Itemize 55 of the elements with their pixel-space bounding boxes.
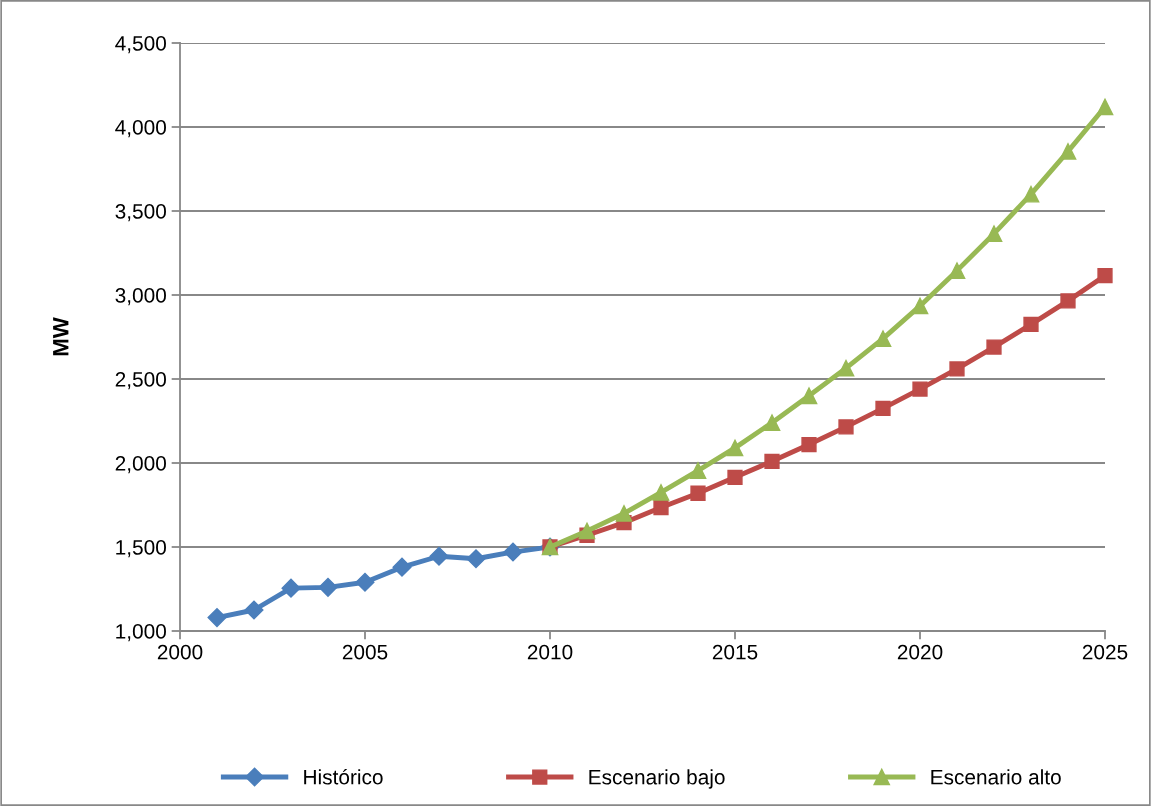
point [466, 549, 486, 569]
y-tick-label: 3,000 [115, 288, 166, 306]
x-tick-label: 2015 [712, 644, 758, 660]
legend-label: Escenario bajo [589, 769, 725, 789]
x-tick-label: 2010 [527, 644, 573, 660]
point [726, 439, 744, 457]
y-tick-label: 1,500 [116, 540, 166, 558]
point [281, 578, 301, 598]
point [1022, 185, 1040, 203]
point [690, 485, 706, 501]
x-tick-label: 2005 [342, 644, 388, 660]
point [912, 381, 928, 397]
point [1096, 98, 1114, 116]
point [429, 546, 449, 566]
x-tick-label: 2020 [897, 644, 943, 660]
point [652, 484, 670, 501]
legend-label: Escenario alto [931, 769, 1061, 785]
point [1023, 316, 1039, 333]
y-tick-label: 2,500 [115, 372, 166, 390]
point [578, 522, 596, 540]
point [837, 359, 855, 377]
point [392, 557, 412, 577]
point [1060, 293, 1076, 309]
y-axis-title: MW [53, 317, 69, 356]
point [764, 453, 780, 469]
y-tick-label: 3,500 [115, 204, 166, 222]
y-tick-label: 1,000 [116, 624, 166, 642]
point [1097, 268, 1113, 284]
point [727, 469, 743, 485]
point [985, 225, 1003, 243]
point [653, 499, 669, 516]
point [800, 387, 818, 405]
point [689, 462, 707, 479]
point [244, 600, 264, 620]
point [503, 542, 523, 562]
y-tick-label: 4,500 [115, 36, 166, 54]
point [838, 419, 854, 435]
legend-label: Histórico [304, 768, 383, 785]
y-tick-label: 4,000 [115, 120, 166, 138]
point [207, 608, 227, 628]
point [615, 505, 633, 522]
point [911, 297, 929, 315]
point [875, 400, 891, 417]
y-tick-label: 2,000 [115, 456, 166, 474]
point [949, 361, 965, 377]
point [948, 262, 966, 279]
point [355, 572, 375, 592]
point [318, 577, 338, 597]
x-tick-label: 2025 [1082, 644, 1128, 660]
point [763, 414, 781, 432]
point [986, 339, 1002, 355]
point [874, 330, 892, 348]
x-tick-label: 2000 [157, 644, 203, 660]
point [801, 436, 817, 453]
point [1059, 143, 1077, 160]
